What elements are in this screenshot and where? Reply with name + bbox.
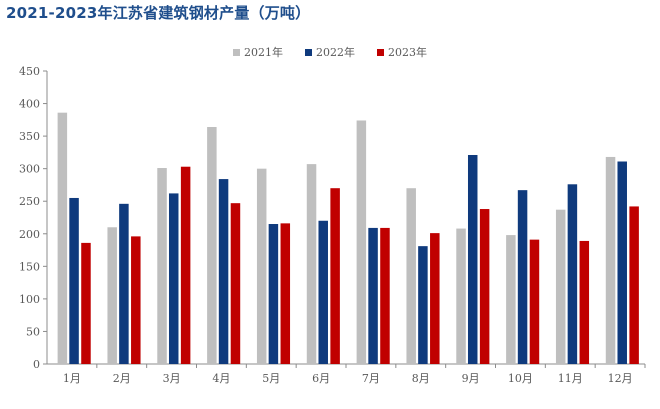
x-tick-label: 4月	[212, 372, 230, 385]
y-tick-label: 450	[19, 65, 40, 78]
chart-title: 2021-2023年江苏省建筑钢材产量（万吨）	[6, 4, 311, 22]
bar-2023年-5月	[280, 223, 291, 364]
bar-2023年-2月	[131, 236, 141, 364]
y-tick-label: 50	[26, 325, 40, 338]
bar-2023年-9月	[479, 209, 490, 364]
bar-2021年-5月	[256, 168, 267, 364]
bar-2022年-4月	[218, 179, 229, 364]
bar-2022年-8月	[418, 246, 428, 364]
bar-2022年-12月	[617, 161, 627, 364]
legend-item-2021: 2021年	[233, 44, 283, 60]
y-tick-label: 150	[19, 260, 40, 273]
bar-2022年-9月	[467, 154, 478, 364]
y-tick-label: 200	[19, 228, 40, 241]
y-tick-label: 300	[19, 163, 40, 176]
x-tick-label: 9月	[462, 372, 480, 385]
bar-2022年-5月	[268, 224, 279, 364]
bar-2021年-9月	[456, 228, 466, 364]
x-tick-label: 10月	[508, 372, 533, 385]
y-tick-label: 100	[19, 293, 40, 306]
bar-2023年-11月	[579, 240, 590, 364]
bar-2022年-3月	[168, 193, 179, 364]
x-tick-label: 6月	[312, 372, 330, 385]
bar-2023年-12月	[629, 206, 639, 364]
legend-item-2023: 2023年	[377, 44, 427, 60]
bar-2022年-6月	[318, 220, 328, 364]
x-tick-label: 8月	[412, 372, 430, 385]
legend-label-2022: 2022年	[316, 46, 355, 59]
bar-2021年-11月	[555, 209, 566, 364]
legend-label-2023: 2023年	[388, 46, 427, 59]
bar-2023年-7月	[380, 227, 390, 364]
bar-2023年-4月	[230, 203, 241, 364]
bar-2021年-1月	[57, 112, 68, 364]
legend-swatch-2022	[305, 48, 312, 56]
bar-2022年-10月	[517, 190, 528, 364]
y-tick-label: 400	[19, 98, 40, 111]
legend-label-2021: 2021年	[244, 46, 283, 59]
y-tick-label: 350	[19, 130, 40, 143]
y-tick-label: 250	[19, 195, 40, 208]
bar-2022年-7月	[368, 227, 378, 364]
x-tick-label: 5月	[262, 372, 280, 385]
bar-2021年-2月	[107, 227, 117, 364]
bar-2023年-8月	[430, 233, 440, 364]
bar-2021年-12月	[605, 156, 616, 364]
bar-2021年-3月	[157, 168, 167, 364]
x-tick-label: 3月	[163, 372, 181, 385]
x-tick-label: 12月	[608, 372, 633, 385]
x-tick-label: 11月	[558, 372, 583, 385]
bar-2022年-2月	[119, 203, 129, 364]
bar-2021年-10月	[506, 235, 516, 364]
bar-2022年-11月	[567, 184, 578, 364]
bar-2023年-10月	[529, 239, 540, 364]
bar-2022年-1月	[69, 197, 79, 364]
x-tick-label: 2月	[113, 372, 131, 385]
legend-item-2022: 2022年	[305, 44, 355, 60]
bar-2023年-3月	[180, 166, 191, 364]
bar-2021年-7月	[356, 120, 367, 365]
bar-2021年-8月	[406, 188, 416, 364]
legend-swatch-2023	[377, 48, 384, 56]
x-tick-label: 7月	[362, 372, 380, 385]
chart-legend: 2021年 2022年 2023年	[233, 44, 427, 60]
bar-2021年-4月	[207, 126, 217, 365]
x-tick-label: 1月	[63, 372, 81, 385]
bar-2021年-6月	[306, 164, 317, 364]
legend-swatch-2021	[233, 48, 240, 56]
bar-2023年-1月	[81, 242, 91, 364]
bar-2023年-6月	[330, 188, 340, 364]
y-tick-label: 0	[33, 358, 40, 371]
